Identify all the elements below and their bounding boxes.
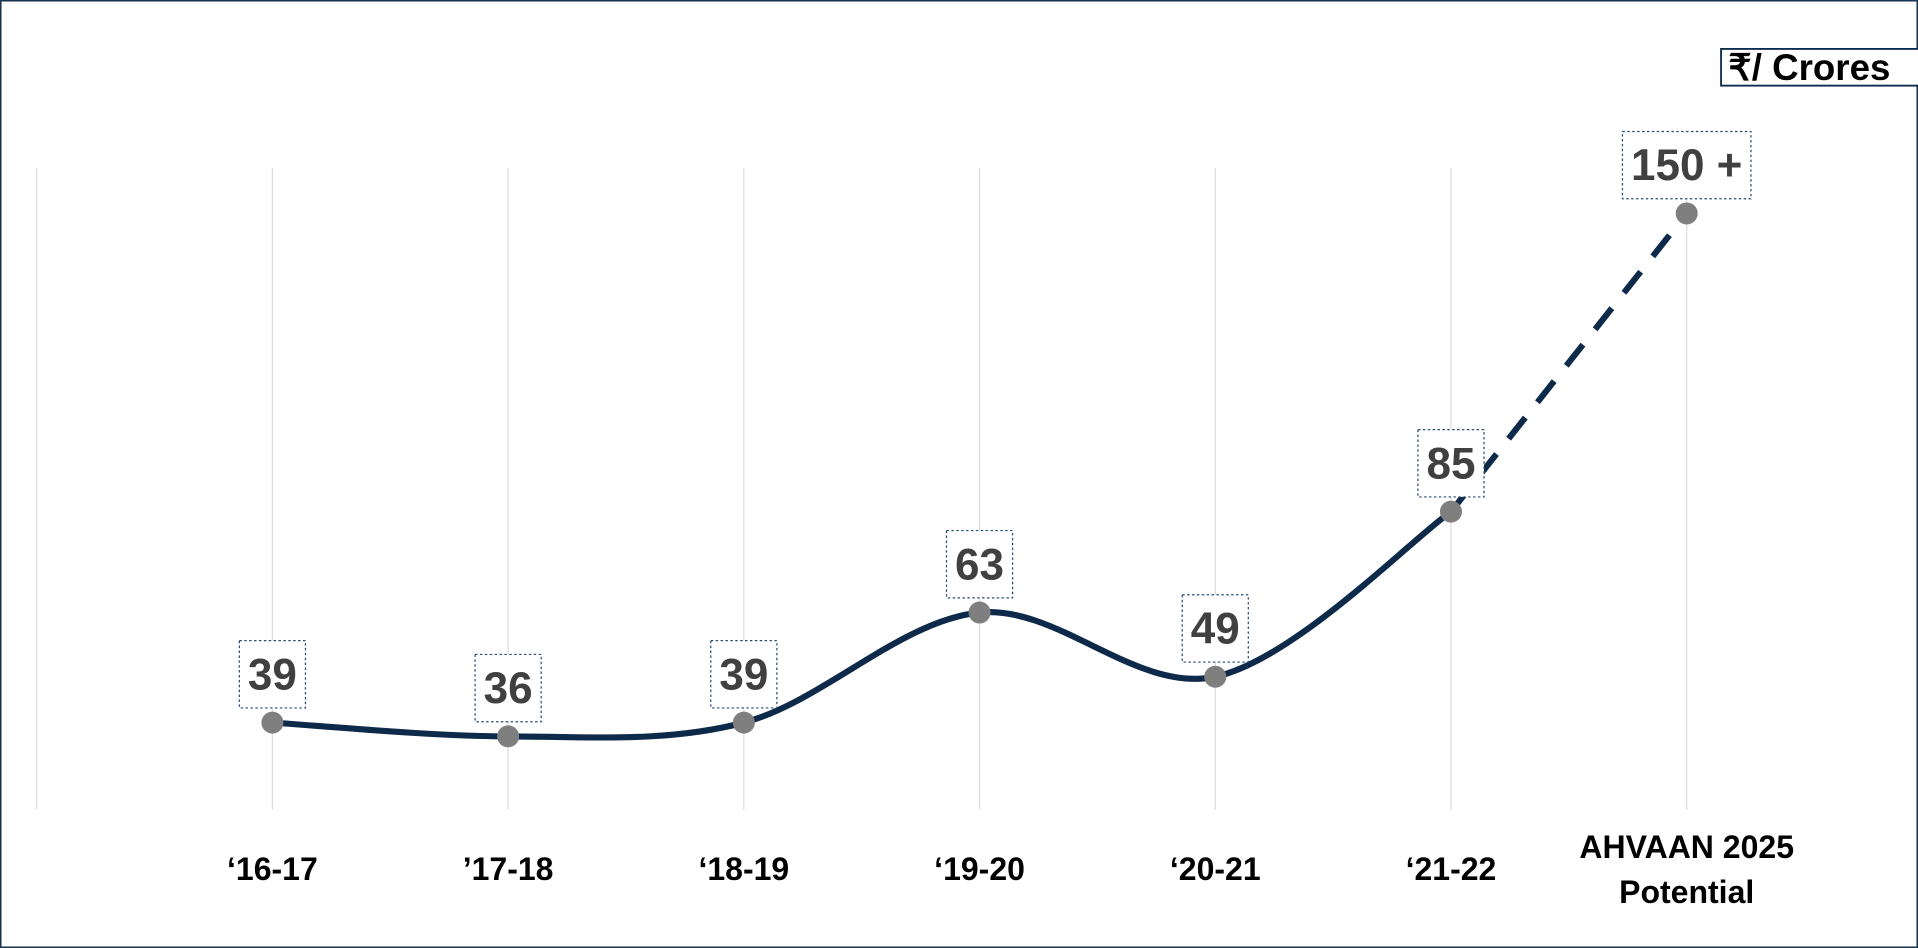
x-tick-label: ‘21-22 — [1405, 851, 1497, 888]
marker — [1675, 202, 1698, 225]
x-tick-label: ‘16-17 — [227, 851, 318, 888]
value-label: 150 + — [1631, 141, 1742, 190]
x-tick-label: AHVAAN 2025 Potential — [1579, 828, 1794, 910]
marker — [497, 725, 520, 748]
marker — [261, 711, 284, 734]
value-label-box — [1181, 594, 1249, 663]
value-label-box — [1621, 130, 1752, 200]
value-label-box — [1417, 429, 1485, 498]
marker — [968, 601, 991, 624]
value-label: 39 — [719, 650, 768, 699]
line — [269, 508, 1455, 741]
value-label-box — [945, 529, 1014, 599]
value-label: 63 — [955, 540, 1004, 589]
x-tick-label: ‘19-20 — [934, 851, 1025, 888]
marker — [1439, 500, 1462, 523]
unit-box — [1720, 48, 1918, 87]
marker — [1204, 665, 1227, 688]
value-label-box — [474, 653, 542, 723]
unit-label: ₹/ Crores — [1728, 47, 1890, 88]
value-label: 39 — [248, 650, 297, 699]
value-label-box — [238, 640, 307, 709]
x-tick-label: ‘20-21 — [1169, 851, 1261, 888]
value-label: 36 — [484, 664, 533, 713]
x-tick-label: ’17-18 — [462, 851, 554, 888]
x-tick-label: ‘18-19 — [698, 851, 790, 888]
marker — [732, 711, 755, 734]
projected-line — [1448, 211, 1690, 514]
value-label: 85 — [1426, 439, 1475, 488]
value-label: 49 — [1191, 605, 1240, 654]
value-label-box — [710, 640, 778, 709]
